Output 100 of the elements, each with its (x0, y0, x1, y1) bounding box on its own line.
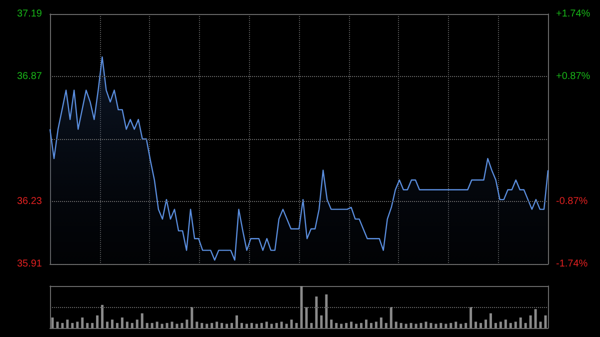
bar (524, 322, 527, 328)
bar (390, 307, 392, 328)
bar (430, 322, 432, 328)
bar (300, 286, 303, 328)
bar (519, 318, 522, 328)
bar (310, 322, 313, 328)
bar (470, 307, 472, 328)
y2-tick-label: -1.74% (556, 258, 588, 270)
y-tick-label: 37.19 (16, 8, 42, 20)
bar (494, 322, 497, 328)
bar (414, 324, 418, 328)
bar (504, 320, 507, 328)
bar (51, 318, 54, 328)
bar (539, 322, 542, 328)
bar (424, 322, 428, 328)
y2-tick-label: +1.74% (556, 8, 590, 20)
bar (176, 324, 178, 328)
bar (260, 322, 263, 328)
bar (255, 324, 258, 328)
bar (474, 322, 478, 328)
bar (71, 322, 74, 328)
bar (295, 322, 298, 328)
bar (240, 322, 243, 328)
bar (440, 322, 442, 328)
bar (285, 324, 288, 328)
bar (111, 320, 114, 328)
bar (464, 322, 468, 328)
bar (330, 320, 333, 328)
bar (156, 322, 158, 328)
bar (335, 322, 338, 328)
y-tick-label: 36.23 (16, 196, 42, 207)
bar (290, 320, 293, 328)
bar (76, 322, 79, 328)
bar (91, 322, 94, 328)
bar (374, 322, 378, 328)
bar (325, 294, 328, 328)
bar (130, 322, 134, 328)
bar (150, 322, 154, 328)
bar (450, 322, 452, 328)
y-tick-label: 36.87 (16, 71, 42, 82)
bar (220, 322, 224, 328)
bar (454, 322, 458, 328)
bar (509, 322, 512, 328)
bar (101, 304, 104, 328)
bar (196, 322, 198, 328)
bar (444, 324, 448, 328)
bar (434, 324, 438, 328)
bar (514, 322, 517, 328)
bar (364, 320, 368, 328)
bar (190, 307, 194, 328)
bar (544, 315, 547, 328)
bar (394, 322, 398, 328)
bar (230, 322, 234, 328)
bar (166, 322, 168, 328)
bar (180, 322, 184, 328)
bar (210, 322, 214, 328)
bar (216, 322, 218, 328)
y2-tick-label: +0.87% (556, 71, 590, 82)
bar (529, 315, 532, 328)
bar (120, 318, 124, 328)
bar (200, 322, 204, 328)
bar (400, 322, 402, 328)
bar (370, 322, 372, 328)
bar (360, 322, 362, 328)
bar (534, 309, 537, 328)
bar (340, 324, 343, 328)
bar (81, 318, 84, 328)
bar (380, 318, 382, 328)
bar (355, 324, 358, 328)
bar (226, 324, 228, 328)
bar (265, 322, 268, 328)
bar (305, 307, 308, 328)
bar (66, 320, 69, 328)
bar (140, 313, 144, 328)
bar (270, 324, 273, 328)
bar (86, 322, 89, 328)
bar (61, 322, 64, 328)
bar (489, 313, 492, 328)
bar (404, 324, 408, 328)
bar (420, 322, 422, 328)
bar (245, 324, 248, 328)
bar (275, 322, 278, 328)
bar (206, 324, 208, 328)
bar (499, 322, 502, 328)
bar (315, 296, 318, 328)
bar (460, 324, 462, 328)
bar (320, 315, 323, 328)
bar (170, 322, 174, 328)
bar (96, 315, 99, 328)
bar (126, 322, 128, 328)
bar (345, 322, 348, 328)
bar (350, 322, 353, 328)
bar (146, 322, 148, 328)
y-tick-label: 35.91 (16, 258, 42, 270)
bar (384, 322, 388, 328)
bar (484, 320, 487, 328)
bar (106, 322, 109, 328)
y2-tick-label: -0.87% (556, 196, 588, 207)
bar (410, 322, 412, 328)
bar (236, 315, 238, 328)
